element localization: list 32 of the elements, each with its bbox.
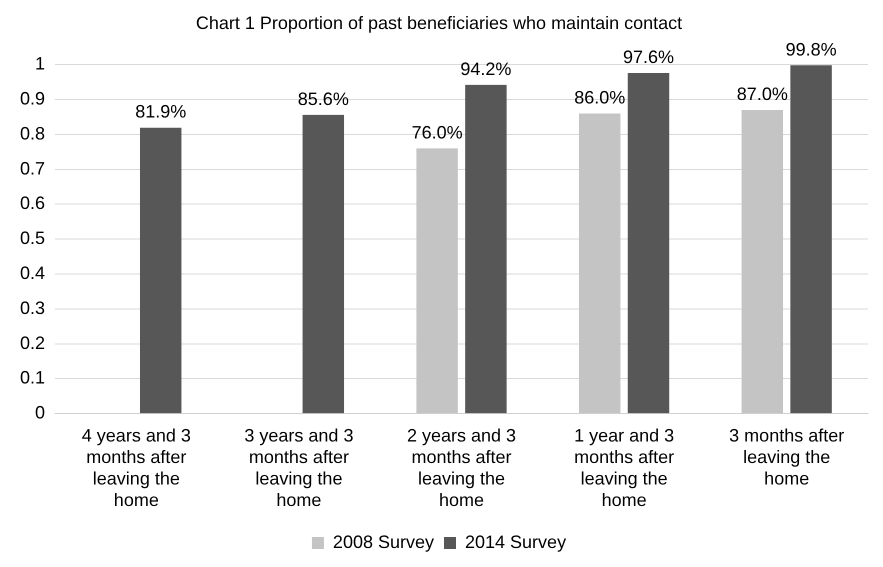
- y-tick-label: 1: [35, 54, 46, 74]
- y-tick-label: 0.4: [20, 262, 46, 283]
- y-tick-label: 0: [35, 402, 46, 423]
- x-tick-label: 3 years and 3 months after leaving the home: [244, 425, 354, 510]
- legend-label: 2014 Survey: [465, 532, 566, 552]
- data-label: 86.0%: [574, 87, 626, 108]
- x-tick-label: 1 year and 3 months after leaving the home: [574, 425, 674, 510]
- chart-title: Chart 1 Proportion of past beneficiaries who maintain contact: [196, 12, 682, 33]
- x-tick-label: 2 years and 3 months after leaving the home: [406, 425, 516, 510]
- data-label: 87.0%: [736, 84, 788, 104]
- y-tick-label: 0.7: [20, 158, 46, 178]
- x-tick-label: 4 years and 3 months after leaving the home: [82, 425, 191, 510]
- y-tick-label: 0.3: [20, 298, 46, 318]
- bar: [465, 84, 507, 414]
- data-label: 94.2%: [460, 58, 512, 79]
- y-tick-label: 0.9: [20, 88, 46, 108]
- bar: [790, 65, 832, 414]
- y-tick-label: 0.2: [20, 332, 46, 353]
- data-label: 99.8%: [786, 39, 837, 60]
- data-label: 76.0%: [412, 122, 463, 142]
- data-label: 85.6%: [298, 88, 349, 109]
- y-tick-label: 0.1: [20, 368, 46, 388]
- y-tick-label: 0.8: [20, 123, 46, 144]
- bar: [302, 114, 344, 414]
- data-label: 81.9%: [135, 102, 186, 122]
- legend-label: 2008 Survey: [332, 532, 434, 552]
- y-tick-label: 0.5: [20, 228, 46, 248]
- bar: [140, 128, 182, 414]
- data-label: 97.6%: [622, 46, 674, 67]
- x-tick-label: 3 months after leaving the home: [729, 425, 844, 489]
- y-tick-label: 0.6: [20, 193, 46, 214]
- bar: [628, 72, 670, 414]
